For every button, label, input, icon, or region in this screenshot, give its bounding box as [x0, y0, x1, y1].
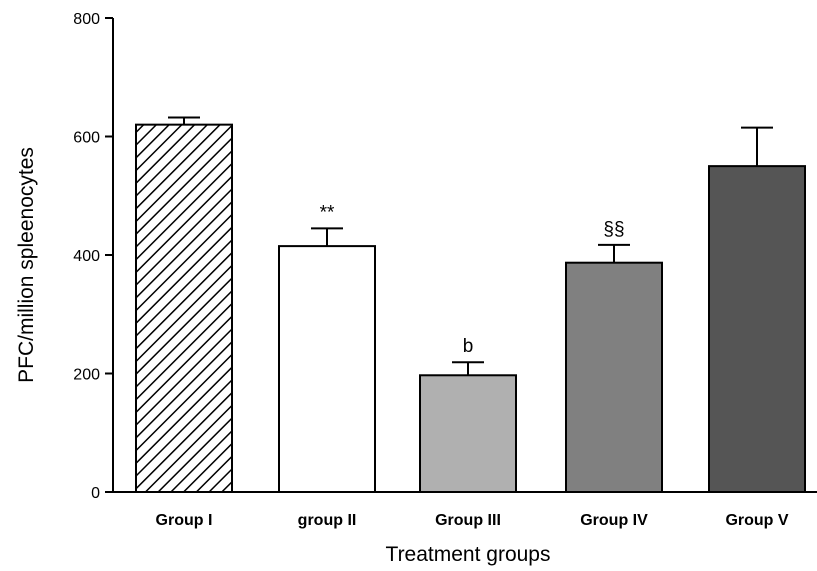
- significance-annotation: b: [463, 336, 474, 357]
- x-tick-label: Group III: [435, 512, 501, 529]
- y-tick-label: 0: [91, 485, 100, 502]
- y-tick-label: 200: [73, 367, 100, 384]
- significance-annotation: **: [320, 202, 335, 223]
- x-tick-label: Group IV: [580, 512, 648, 529]
- y-tick-label: 800: [73, 11, 100, 28]
- bar: [278, 245, 376, 493]
- significance-annotation: §§: [603, 219, 624, 240]
- y-tick-label: 600: [73, 130, 100, 147]
- bar: [565, 261, 663, 494]
- y-axis-title: PFC/million spleenocytes: [15, 147, 38, 383]
- bar: [135, 123, 233, 494]
- bar: [708, 165, 806, 493]
- x-axis-title: Treatment groups: [386, 543, 551, 566]
- y-tick-label: 400: [73, 248, 100, 265]
- bar: [419, 374, 517, 493]
- x-tick-label: group II: [298, 512, 357, 529]
- x-tick-label: Group I: [156, 512, 213, 529]
- x-tick-label: Group V: [725, 512, 788, 529]
